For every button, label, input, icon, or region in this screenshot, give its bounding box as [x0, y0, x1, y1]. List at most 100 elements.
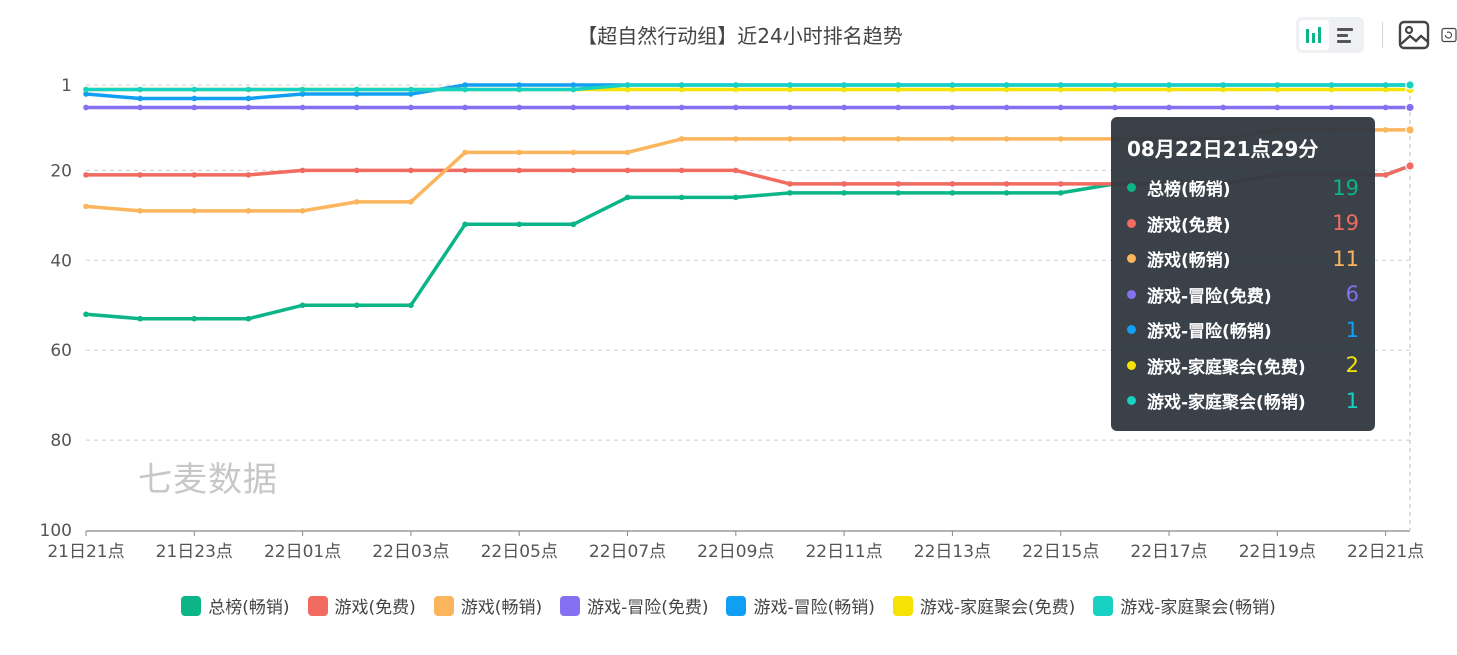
- data-point[interactable]: [191, 104, 198, 111]
- data-point[interactable]: [1003, 136, 1010, 142]
- data-point[interactable]: [245, 315, 252, 322]
- data-point[interactable]: [462, 104, 468, 111]
- data-point[interactable]: [353, 86, 360, 93]
- data-point[interactable]: [787, 181, 793, 187]
- legend-item[interactable]: 游戏-冒险(免费): [560, 593, 708, 618]
- data-point[interactable]: [353, 167, 360, 174]
- data-point[interactable]: [1166, 86, 1172, 93]
- data-point[interactable]: [353, 91, 360, 97]
- data-point[interactable]: [408, 199, 414, 205]
- data-point[interactable]: [245, 208, 252, 214]
- data-point[interactable]: [462, 167, 468, 174]
- data-point[interactable]: [1328, 104, 1335, 111]
- legend-item[interactable]: 游戏-家庭聚会(免费): [892, 593, 1075, 618]
- data-point[interactable]: [408, 167, 414, 174]
- data-point[interactable]: [1274, 82, 1281, 88]
- data-point[interactable]: [1166, 82, 1172, 88]
- data-point[interactable]: [949, 86, 956, 93]
- data-point[interactable]: [624, 82, 631, 88]
- data-point[interactable]: [1112, 86, 1118, 93]
- data-point[interactable]: [1112, 104, 1118, 111]
- data-point[interactable]: [83, 86, 89, 93]
- data-point[interactable]: [462, 221, 468, 228]
- data-point[interactable]: [137, 104, 143, 111]
- data-point[interactable]: [624, 149, 631, 156]
- data-point[interactable]: [462, 82, 468, 88]
- data-point[interactable]: [841, 136, 847, 142]
- data-point[interactable]: [570, 82, 577, 88]
- data-point[interactable]: [462, 149, 468, 156]
- data-point[interactable]: [408, 104, 414, 111]
- data-point[interactable]: [787, 82, 793, 88]
- refresh-icon[interactable]: [1441, 18, 1457, 52]
- data-point[interactable]: [516, 86, 523, 93]
- data-point[interactable]: [245, 86, 252, 93]
- data-point[interactable]: [1057, 104, 1064, 111]
- data-point[interactable]: [895, 82, 902, 88]
- data-point[interactable]: [462, 86, 468, 93]
- data-point[interactable]: [1220, 86, 1226, 93]
- data-point[interactable]: [733, 136, 739, 142]
- data-point[interactable]: [1057, 190, 1064, 196]
- data-point[interactable]: [1057, 136, 1064, 142]
- data-point[interactable]: [570, 86, 577, 93]
- data-point[interactable]: [83, 172, 89, 178]
- data-point[interactable]: [895, 104, 902, 111]
- data-point[interactable]: [678, 136, 685, 142]
- data-point[interactable]: [733, 167, 739, 174]
- data-point[interactable]: [678, 104, 685, 111]
- data-point[interactable]: [1057, 181, 1064, 187]
- legend-item[interactable]: 游戏-家庭聚会(畅销): [1093, 593, 1276, 618]
- data-point[interactable]: [949, 136, 956, 142]
- data-point[interactable]: [624, 104, 631, 111]
- data-point[interactable]: [1382, 172, 1389, 178]
- data-point[interactable]: [841, 104, 847, 111]
- data-point[interactable]: [191, 95, 198, 102]
- data-point[interactable]: [1382, 86, 1389, 93]
- data-point[interactable]: [1328, 86, 1335, 93]
- data-point[interactable]: [1405, 102, 1415, 113]
- data-point[interactable]: [949, 82, 956, 88]
- data-point[interactable]: [516, 82, 523, 88]
- data-point[interactable]: [191, 315, 198, 322]
- data-point[interactable]: [570, 221, 577, 228]
- data-point[interactable]: [137, 172, 143, 178]
- data-point[interactable]: [1405, 125, 1415, 135]
- data-point[interactable]: [570, 149, 577, 156]
- data-point[interactable]: [895, 181, 902, 187]
- data-point[interactable]: [1382, 82, 1389, 88]
- data-point[interactable]: [949, 190, 956, 196]
- data-point[interactable]: [516, 149, 523, 156]
- data-point[interactable]: [353, 104, 360, 111]
- legend-item[interactable]: 游戏(畅销): [433, 593, 542, 618]
- data-point[interactable]: [895, 136, 902, 142]
- data-point[interactable]: [191, 208, 198, 214]
- data-point[interactable]: [299, 167, 306, 174]
- data-point[interactable]: [245, 172, 252, 178]
- data-point[interactable]: [137, 208, 143, 214]
- data-point[interactable]: [678, 167, 685, 174]
- data-point[interactable]: [516, 167, 523, 174]
- data-point[interactable]: [895, 86, 902, 93]
- data-point[interactable]: [733, 194, 739, 201]
- data-point[interactable]: [299, 302, 306, 309]
- data-point[interactable]: [624, 167, 631, 174]
- data-point[interactable]: [570, 167, 577, 174]
- legend-item[interactable]: 总榜(畅销): [181, 593, 290, 618]
- legend-item[interactable]: 游戏(免费): [307, 593, 416, 618]
- data-point[interactable]: [1003, 104, 1010, 111]
- data-point[interactable]: [83, 91, 89, 97]
- data-point[interactable]: [1003, 82, 1010, 88]
- data-point[interactable]: [949, 181, 956, 187]
- data-point[interactable]: [1328, 82, 1335, 88]
- data-point[interactable]: [408, 302, 414, 309]
- data-point[interactable]: [1003, 86, 1010, 93]
- data-point[interactable]: [733, 86, 739, 93]
- data-point[interactable]: [841, 190, 847, 196]
- data-point[interactable]: [678, 86, 685, 93]
- data-point[interactable]: [245, 104, 252, 111]
- data-point[interactable]: [1057, 82, 1064, 88]
- data-point[interactable]: [137, 315, 143, 322]
- data-point[interactable]: [1405, 161, 1415, 171]
- data-point[interactable]: [1112, 82, 1118, 88]
